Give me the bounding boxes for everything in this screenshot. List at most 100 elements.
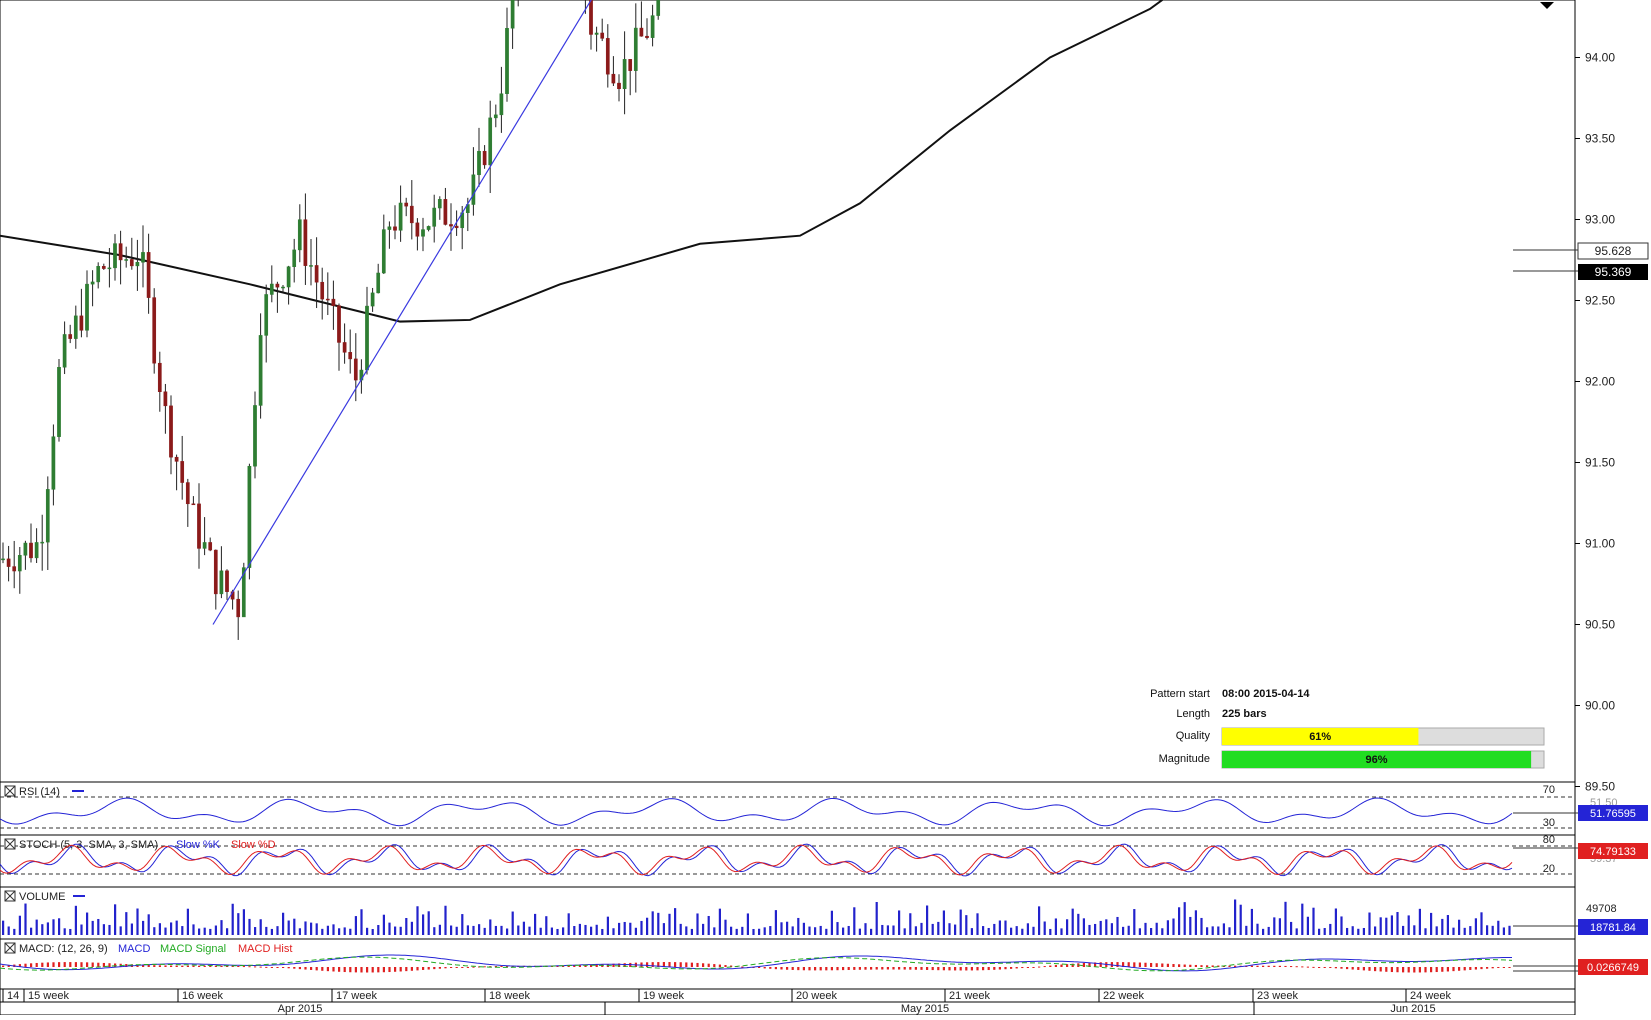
candle-body — [342, 342, 347, 353]
macd-hist-bar — [35, 962, 38, 967]
volume-bar — [1368, 912, 1371, 935]
macd-hist-bar — [1346, 967, 1349, 970]
volume-bar — [1088, 924, 1091, 935]
volume-bar — [1166, 920, 1169, 935]
macd-hist-bar — [1379, 967, 1382, 972]
macd-hist-bar — [1278, 965, 1281, 967]
macd-hist-bar — [1491, 967, 1494, 969]
macd-title: MACD: (12, 26, 9) — [19, 943, 108, 955]
volume-panel: VOLUME 49708 18781.84 — [0, 886, 1648, 940]
macd-hist-bar — [707, 963, 710, 967]
volume-bar — [455, 926, 458, 935]
macd-hist-bar — [444, 967, 447, 969]
volume-bar — [780, 922, 783, 935]
volume-bar — [158, 923, 161, 935]
candle-body — [437, 199, 442, 209]
volume-bar — [987, 927, 990, 935]
macd-hist-bar — [142, 964, 145, 967]
macd-hist-bar — [304, 967, 307, 970]
macd-hist-bar — [618, 963, 621, 967]
macd-hist-bar — [422, 967, 425, 970]
macd-hist-bar — [1250, 965, 1253, 967]
volume-bar — [858, 928, 861, 935]
volume-bar — [1508, 925, 1511, 935]
volume-bar — [1458, 919, 1461, 935]
macd-hist-bar — [718, 964, 721, 967]
volume-bar — [830, 910, 833, 935]
candle-body — [1, 558, 5, 561]
volume-bar — [506, 928, 509, 935]
macd-hist-bar — [774, 967, 777, 970]
volume-bar — [578, 923, 581, 935]
volume-bar — [982, 926, 985, 935]
scroll-arrow-icon[interactable] — [1540, 2, 1554, 9]
volume-bar — [1430, 912, 1433, 935]
macd-hist-bar — [248, 966, 251, 968]
stoch-level-20: 20 — [1543, 863, 1555, 875]
volume-bar — [142, 920, 145, 935]
last-price-marker: 95.628 — [1513, 242, 1649, 260]
volume-bar — [517, 925, 520, 935]
volume-bar — [584, 924, 587, 935]
macd-hist-bar — [1144, 962, 1147, 967]
candle-body — [432, 207, 437, 227]
candle-body — [118, 243, 123, 261]
candle-body — [482, 150, 487, 166]
volume-bar — [472, 925, 475, 935]
macd-hist-bar — [108, 963, 111, 967]
macd-hist-bar — [450, 967, 453, 968]
macd-hist-bar — [1133, 962, 1136, 967]
macd-hist-bar — [646, 962, 649, 967]
macd-hist-bar — [825, 967, 828, 971]
volume-bar — [410, 921, 413, 935]
volume-bar — [265, 926, 268, 935]
volume-bar — [74, 905, 77, 935]
candle-body — [605, 38, 610, 75]
macd-hist-bar — [416, 967, 419, 971]
macd-hist-bar — [1329, 967, 1332, 968]
volume-bar — [164, 927, 167, 935]
volume-bar — [752, 928, 755, 935]
rsi-level-70: 70 — [1543, 784, 1555, 796]
candle-body — [325, 298, 330, 301]
candle-body — [353, 358, 358, 381]
volume-bar — [685, 926, 688, 935]
macd-hist-bar — [394, 967, 397, 972]
volume-bar — [270, 928, 273, 935]
main-panel-frame — [0, 0, 1576, 783]
volume-bar — [808, 926, 811, 935]
volume-bar — [853, 907, 856, 935]
volume-bar — [282, 912, 285, 935]
volume-bar — [702, 923, 705, 935]
volume-bar — [903, 928, 906, 935]
macd-hist-bar — [1357, 967, 1360, 970]
macd-hist-bar — [1351, 967, 1354, 970]
macd-hist-bar — [780, 967, 783, 970]
macd-hist-bar — [41, 962, 44, 967]
volume-bar — [914, 926, 917, 935]
volume-bar — [52, 919, 55, 935]
macd-hist-bar — [1172, 964, 1175, 967]
macd-hist-bar — [657, 962, 660, 967]
macd-hist-bar — [326, 967, 329, 972]
macd-hist-bar — [170, 965, 173, 967]
macd-hist-bar — [903, 967, 906, 970]
candle-body — [141, 252, 145, 263]
volume-bar — [774, 910, 777, 935]
macd-hist-bar — [741, 966, 744, 968]
price-tick-label: 93.50 — [1585, 132, 1615, 146]
volume-bar — [153, 927, 156, 935]
volume-bar — [438, 924, 441, 935]
volume-bar — [1228, 927, 1231, 935]
volume-bar — [13, 928, 16, 935]
volume-bar — [937, 921, 940, 935]
pattern-info: Pattern start 08:00 2015-04-14 Length 22… — [1150, 688, 1545, 769]
volume-bar — [1323, 928, 1326, 935]
volume-bar — [1015, 926, 1018, 935]
macd-hist-bar — [1452, 967, 1455, 972]
volume-bar — [108, 924, 111, 935]
macd-hist-bar — [982, 967, 985, 971]
candle-body — [236, 598, 241, 618]
pattern-start-value: 08:00 2015-04-14 — [1222, 688, 1310, 700]
macd-hist-bar — [276, 967, 279, 968]
